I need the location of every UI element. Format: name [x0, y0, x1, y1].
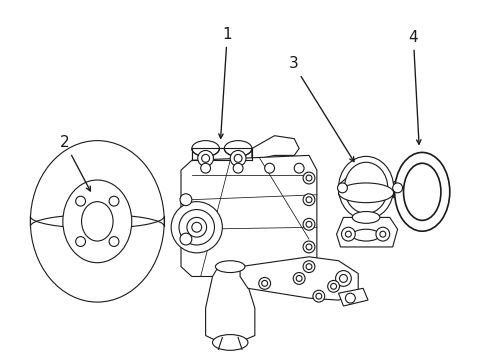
Polygon shape	[338, 288, 367, 306]
Circle shape	[264, 163, 274, 173]
Polygon shape	[393, 178, 405, 198]
Ellipse shape	[403, 163, 440, 220]
Ellipse shape	[215, 261, 244, 273]
Circle shape	[180, 194, 191, 206]
Circle shape	[327, 280, 339, 292]
Polygon shape	[205, 267, 254, 342]
Ellipse shape	[351, 212, 379, 223]
Circle shape	[305, 175, 311, 181]
Circle shape	[303, 172, 314, 184]
Text: 3: 3	[288, 56, 353, 162]
Circle shape	[261, 280, 267, 286]
Polygon shape	[336, 217, 397, 247]
Circle shape	[379, 231, 385, 237]
Circle shape	[305, 244, 311, 250]
Circle shape	[293, 273, 305, 284]
Circle shape	[109, 196, 119, 206]
Circle shape	[315, 293, 321, 299]
Circle shape	[303, 219, 314, 230]
Circle shape	[345, 293, 355, 303]
Circle shape	[296, 275, 302, 282]
Polygon shape	[338, 178, 346, 198]
Circle shape	[186, 217, 206, 237]
Circle shape	[294, 163, 304, 173]
Circle shape	[330, 283, 336, 289]
Circle shape	[303, 261, 314, 273]
Circle shape	[201, 154, 209, 162]
Circle shape	[345, 231, 350, 237]
Circle shape	[312, 290, 324, 302]
Circle shape	[76, 237, 85, 247]
Polygon shape	[251, 136, 299, 160]
Ellipse shape	[30, 141, 164, 302]
Polygon shape	[181, 156, 316, 276]
Circle shape	[171, 202, 222, 253]
Circle shape	[234, 154, 242, 162]
Circle shape	[76, 196, 85, 206]
Circle shape	[197, 150, 213, 166]
Circle shape	[305, 197, 311, 203]
Circle shape	[109, 237, 119, 247]
Ellipse shape	[344, 162, 387, 213]
Ellipse shape	[191, 141, 219, 156]
Ellipse shape	[338, 183, 393, 203]
Circle shape	[258, 278, 270, 289]
Circle shape	[335, 271, 350, 286]
Circle shape	[303, 194, 314, 206]
Text: 2: 2	[60, 135, 90, 191]
Circle shape	[180, 233, 191, 245]
Circle shape	[341, 227, 355, 241]
Circle shape	[339, 275, 346, 282]
Circle shape	[337, 183, 346, 193]
Ellipse shape	[394, 152, 449, 231]
Ellipse shape	[212, 334, 247, 350]
Ellipse shape	[81, 202, 113, 241]
Text: 1: 1	[218, 27, 232, 138]
Circle shape	[392, 183, 402, 193]
Text: 4: 4	[407, 30, 420, 144]
Ellipse shape	[63, 180, 131, 263]
Ellipse shape	[224, 141, 251, 156]
Circle shape	[179, 210, 214, 245]
Circle shape	[305, 221, 311, 227]
Circle shape	[230, 150, 245, 166]
Polygon shape	[191, 148, 251, 160]
Polygon shape	[240, 257, 358, 300]
Ellipse shape	[338, 156, 393, 219]
Circle shape	[200, 163, 210, 173]
Circle shape	[375, 227, 389, 241]
Ellipse shape	[351, 229, 379, 241]
Circle shape	[191, 222, 201, 232]
Circle shape	[305, 264, 311, 270]
Circle shape	[233, 163, 243, 173]
Circle shape	[303, 241, 314, 253]
